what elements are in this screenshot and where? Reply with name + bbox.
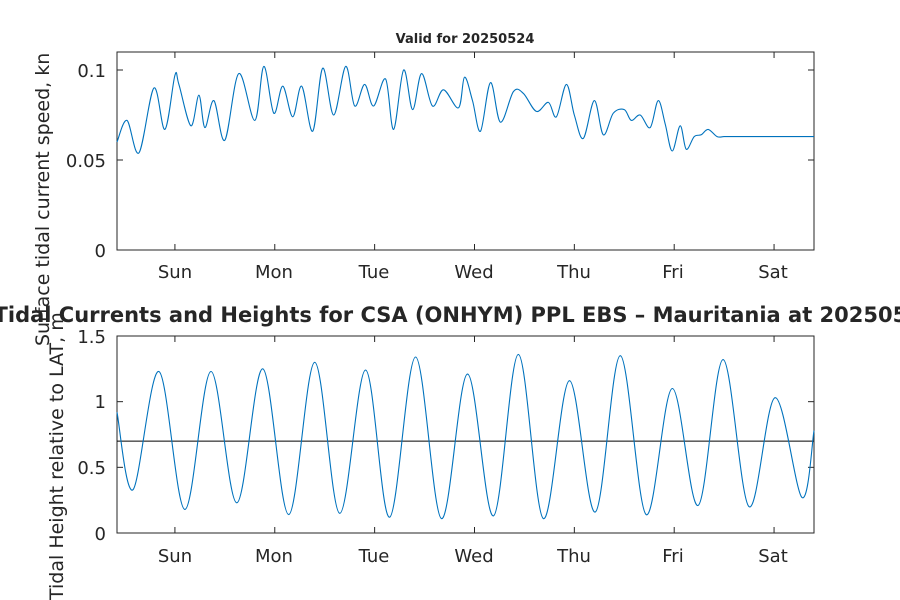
bottom-ticks	[117, 335, 814, 534]
top-xtick-wed: Wed	[454, 262, 493, 283]
current-speed-line	[116, 65, 814, 154]
top-chart-title: Valid for 20250524	[396, 32, 535, 47]
top-ytick-005: 0.05	[66, 151, 106, 172]
top-ytick-01: 0.1	[77, 61, 106, 82]
top-xtick-thu: Thu	[556, 262, 591, 283]
bottom-xtick-fri: Fri	[662, 546, 683, 567]
bottom-plot-area	[116, 335, 815, 534]
bottom-chart-title: Tidal Currents and Heights for CSA (ONHY…	[0, 303, 900, 327]
bottom-xtick-thu: Thu	[556, 546, 591, 567]
bottom-ytick-0: 0	[95, 524, 106, 545]
top-xtick-fri: Fri	[662, 262, 683, 283]
bottom-xtick-wed: Wed	[454, 546, 493, 567]
top-ticks	[117, 52, 814, 251]
bottom-y-axis-label: Tidal Height relative to LAT, m	[46, 312, 68, 600]
bottom-xtick-mon: Mon	[255, 546, 293, 567]
top-xtick-mon: Mon	[255, 262, 293, 283]
top-y-axis-label: Surface tidal current speed, kn	[32, 53, 54, 346]
bottom-xtick-sat: Sat	[758, 546, 788, 567]
top-xtick-tue: Tue	[358, 262, 390, 283]
bottom-ytick-15: 1.5	[77, 327, 106, 348]
top-ytick-0: 0	[95, 241, 106, 262]
bottom-xtick-sun: Sun	[158, 546, 192, 567]
bottom-xtick-tue: Tue	[358, 546, 390, 567]
bottom-ytick-05: 0.5	[77, 458, 106, 479]
bottom-ytick-1: 1	[95, 392, 106, 413]
top-xtick-sat: Sat	[758, 262, 788, 283]
tidal-height-chart: Sun Mon Tue Wed Thu Fri Sat 0 0.5 1 1.5	[77, 327, 815, 567]
current-speed-chart: Valid for 20250524 Sun Mon Tue Wed Thu F…	[66, 32, 815, 283]
top-plot-area	[116, 51, 815, 251]
top-xtick-sun: Sun	[158, 262, 192, 283]
tidal-height-line	[116, 353, 815, 520]
